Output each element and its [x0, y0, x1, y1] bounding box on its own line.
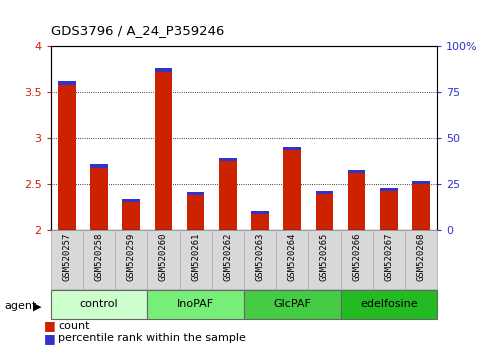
- Bar: [212, 230, 244, 289]
- Bar: [341, 230, 373, 289]
- Text: GDS3796 / A_24_P359246: GDS3796 / A_24_P359246: [51, 24, 224, 37]
- Text: InoPAF: InoPAF: [177, 299, 214, 309]
- Text: ■: ■: [43, 319, 55, 332]
- Text: count: count: [58, 321, 89, 331]
- Text: GSM520268: GSM520268: [416, 233, 426, 281]
- Text: GSM520257: GSM520257: [62, 233, 71, 281]
- Bar: [51, 230, 83, 289]
- Text: GSM520266: GSM520266: [352, 233, 361, 281]
- Text: GlcPAF: GlcPAF: [273, 299, 311, 309]
- Text: GSM520263: GSM520263: [256, 233, 265, 281]
- Bar: [284, 147, 301, 150]
- Text: GSM520259: GSM520259: [127, 233, 136, 281]
- Bar: [251, 213, 269, 230]
- Bar: [412, 184, 430, 230]
- Bar: [58, 81, 76, 85]
- Bar: [276, 230, 308, 289]
- Bar: [405, 230, 437, 289]
- Text: agent: agent: [5, 301, 37, 311]
- Bar: [315, 194, 333, 230]
- Bar: [155, 72, 172, 230]
- Bar: [219, 161, 237, 230]
- Bar: [147, 290, 244, 319]
- Bar: [308, 230, 341, 289]
- Bar: [83, 230, 115, 289]
- Bar: [380, 188, 398, 190]
- Bar: [412, 181, 430, 184]
- Bar: [341, 290, 437, 319]
- Text: edelfosine: edelfosine: [360, 299, 418, 309]
- Bar: [122, 199, 140, 202]
- Bar: [187, 195, 204, 230]
- Bar: [90, 164, 108, 167]
- Text: GSM520265: GSM520265: [320, 233, 329, 281]
- Bar: [244, 230, 276, 289]
- Text: control: control: [80, 299, 118, 309]
- Bar: [380, 190, 398, 230]
- Text: GSM520260: GSM520260: [159, 233, 168, 281]
- Bar: [348, 173, 366, 230]
- Bar: [244, 290, 341, 319]
- Bar: [155, 68, 172, 72]
- Text: percentile rank within the sample: percentile rank within the sample: [58, 333, 246, 343]
- Bar: [180, 230, 212, 289]
- Text: GSM520261: GSM520261: [191, 233, 200, 281]
- Bar: [373, 230, 405, 289]
- Bar: [147, 230, 180, 289]
- Bar: [315, 191, 333, 194]
- Text: GSM520262: GSM520262: [223, 233, 232, 281]
- Bar: [348, 170, 366, 173]
- Text: ■: ■: [43, 332, 55, 344]
- Bar: [122, 202, 140, 230]
- Bar: [115, 230, 147, 289]
- Bar: [187, 192, 204, 195]
- Text: ▶: ▶: [33, 301, 42, 311]
- Text: GSM520264: GSM520264: [288, 233, 297, 281]
- Bar: [219, 158, 237, 161]
- Text: GSM520258: GSM520258: [95, 233, 103, 281]
- Bar: [251, 211, 269, 213]
- Bar: [90, 167, 108, 230]
- Bar: [51, 290, 147, 319]
- Text: GSM520267: GSM520267: [384, 233, 393, 281]
- Bar: [284, 150, 301, 230]
- Bar: [58, 85, 76, 230]
